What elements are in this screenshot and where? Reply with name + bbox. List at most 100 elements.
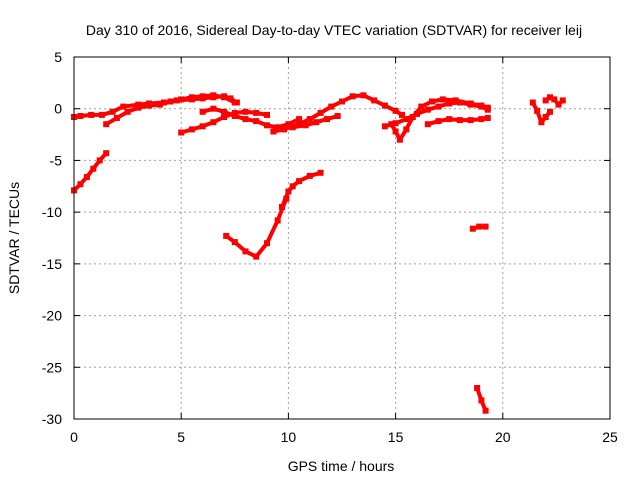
- data-point: [538, 119, 545, 126]
- data-point: [476, 223, 483, 230]
- y-tick-label: -10: [42, 204, 62, 220]
- grid: [74, 57, 610, 419]
- data-point: [98, 111, 105, 118]
- data-point: [178, 129, 185, 136]
- series-arc-8: [381, 99, 491, 130]
- y-tick-label: 5: [54, 49, 62, 65]
- data-point: [467, 117, 474, 124]
- data-point: [478, 103, 485, 110]
- data-point: [274, 217, 281, 224]
- data-point: [188, 94, 195, 101]
- data-point: [289, 183, 296, 190]
- data-point: [264, 122, 270, 129]
- y-tick-label: 0: [54, 101, 62, 117]
- data-point: [221, 108, 228, 115]
- data-point: [285, 188, 292, 195]
- data-point: [253, 118, 260, 125]
- data-point: [324, 116, 330, 123]
- data-point: [371, 97, 378, 104]
- data-point: [360, 92, 367, 99]
- x-tick-label: 5: [177, 429, 185, 445]
- series-arc-15: [529, 99, 553, 126]
- data-point: [414, 110, 420, 117]
- data-point: [90, 165, 97, 172]
- data-point: [113, 115, 120, 121]
- data-point: [135, 101, 142, 108]
- data-point: [399, 111, 405, 118]
- series-arc-16: [542, 94, 566, 108]
- data-point: [418, 103, 425, 110]
- data-point: [334, 113, 341, 119]
- data-point: [77, 113, 84, 119]
- series-arc-6: [289, 113, 341, 131]
- x-tick-label: 25: [602, 429, 618, 445]
- data-point: [302, 122, 309, 129]
- data-point: [328, 103, 335, 110]
- data-point: [317, 109, 324, 116]
- data-point: [435, 103, 442, 110]
- data-point: [223, 232, 230, 239]
- y-tick-label: -30: [42, 411, 62, 427]
- data-point: [435, 118, 442, 125]
- data-point: [199, 93, 206, 100]
- data-point: [221, 114, 228, 120]
- data-point: [231, 99, 238, 106]
- data-point: [555, 101, 562, 108]
- data-point: [482, 407, 489, 414]
- series-arc-12: [279, 169, 324, 210]
- data-point: [253, 109, 260, 116]
- data-point: [296, 116, 303, 123]
- data-point: [306, 116, 313, 123]
- data-point: [242, 108, 249, 115]
- data-point: [381, 102, 388, 109]
- data-point: [77, 181, 84, 188]
- data-point: [296, 121, 303, 128]
- data-point: [446, 100, 453, 107]
- x-axis-label: GPS time / hours: [288, 458, 395, 474]
- data-point: [88, 111, 95, 118]
- data-point: [403, 116, 410, 123]
- series-arc-5: [270, 92, 405, 135]
- y-tick-label: -5: [50, 152, 63, 168]
- series-arc-4: [199, 105, 303, 131]
- data-point: [478, 116, 485, 123]
- data-point: [392, 107, 399, 114]
- y-tick-label: -25: [42, 359, 62, 375]
- data-point: [547, 94, 553, 101]
- data-point: [446, 116, 453, 123]
- data-point: [83, 174, 90, 180]
- data-point: [482, 223, 489, 230]
- chart-title: Day 310 of 2016, Sidereal Day-to-day VTE…: [86, 22, 582, 38]
- data-point: [381, 123, 388, 130]
- data-point: [135, 104, 142, 111]
- data-point: [313, 119, 320, 126]
- series-line: [200, 106, 302, 130]
- data-point: [469, 225, 476, 232]
- data-point: [452, 97, 459, 104]
- y-tick-label: -20: [42, 308, 62, 324]
- data-point: [534, 107, 541, 114]
- data-point: [392, 128, 399, 135]
- data-point: [484, 106, 491, 113]
- series-arc-2: [103, 92, 238, 128]
- data-point: [456, 99, 463, 106]
- data-point: [281, 126, 288, 133]
- data-point: [253, 253, 260, 260]
- y-axis-label: SDTVAR / TECUs: [6, 182, 22, 294]
- data-point: [231, 109, 238, 116]
- data-point: [210, 105, 217, 112]
- data-point: [547, 108, 553, 115]
- x-tick-label: 15: [388, 429, 404, 445]
- data-point: [231, 113, 238, 119]
- data-point: [156, 101, 163, 108]
- data-point: [424, 106, 431, 113]
- data-point: [188, 126, 195, 133]
- data-point: [559, 97, 566, 104]
- data-point: [339, 98, 345, 105]
- x-tick-label: 20: [495, 429, 511, 445]
- data-point: [231, 239, 238, 246]
- data-point: [146, 102, 152, 109]
- data-point: [429, 98, 435, 105]
- series-arc-14: [474, 385, 489, 414]
- series-arc-11: [223, 195, 290, 260]
